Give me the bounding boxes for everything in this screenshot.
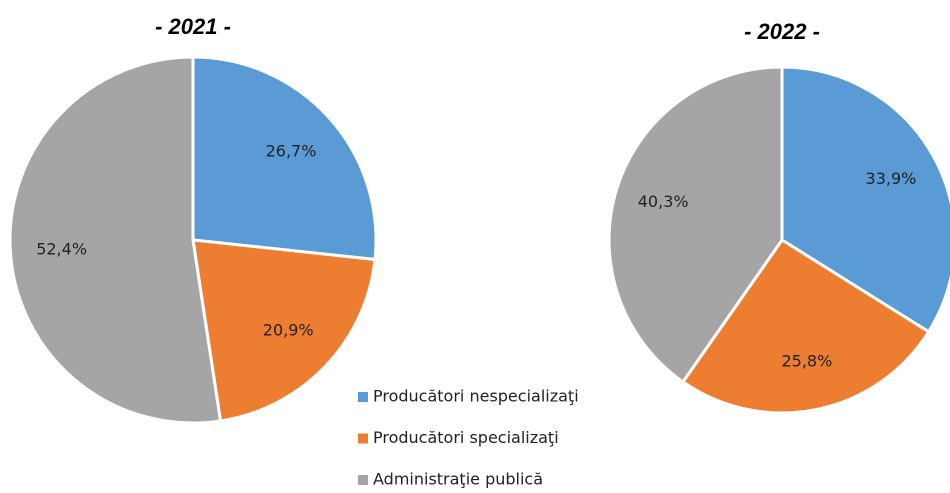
data-label: 52,4% — [36, 239, 87, 258]
chart-title: - 2021 - — [155, 14, 231, 39]
data-label: 33,9% — [866, 169, 917, 188]
pie-slice — [680, 237, 931, 415]
legend-label: Administraţie publică — [373, 470, 543, 489]
pie-slice — [607, 65, 784, 384]
legend-swatch — [358, 392, 368, 402]
legend-label: Producători nespecializaţi — [373, 387, 579, 406]
data-label: 20,9% — [263, 321, 314, 340]
pie-slice — [191, 55, 378, 262]
legend-swatch — [358, 475, 368, 485]
chart-title: - 2022 - — [744, 19, 820, 44]
data-label: 40,3% — [638, 192, 689, 211]
pie-slice — [8, 55, 223, 425]
data-label: 25,8% — [781, 352, 832, 371]
data-label: 26,7% — [266, 141, 317, 160]
legend-swatch — [358, 433, 368, 444]
pie-slice — [191, 238, 377, 423]
legend-label: Producători specializaţi — [373, 428, 559, 447]
